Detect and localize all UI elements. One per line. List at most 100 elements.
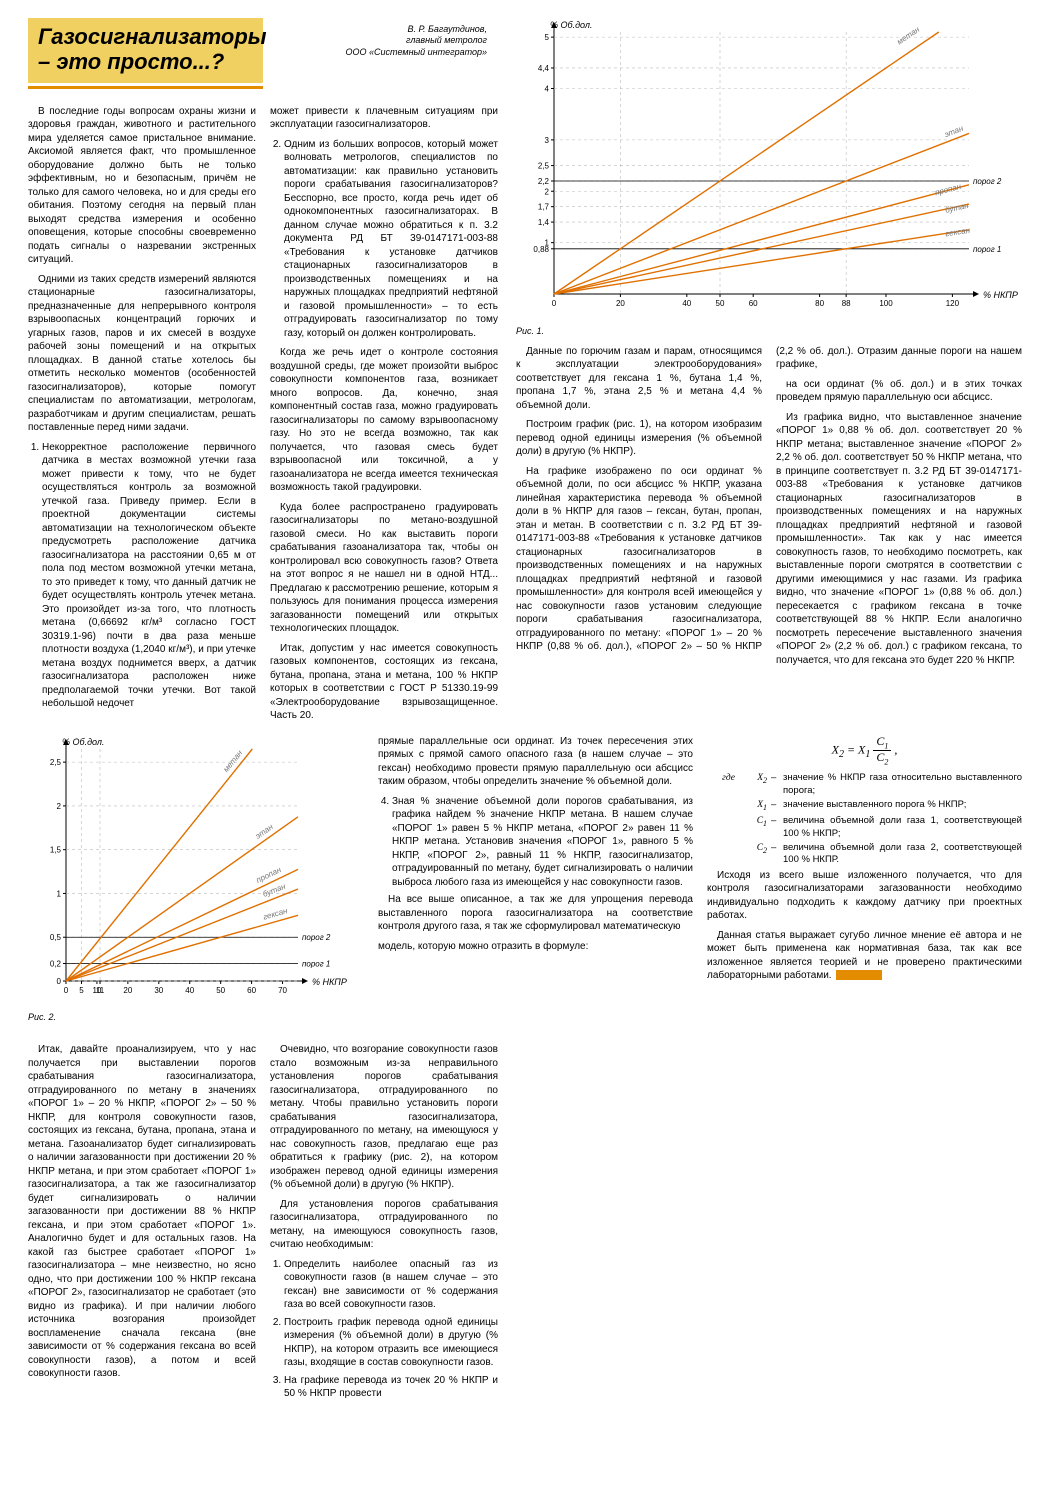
svg-text:2,5: 2,5 — [50, 758, 62, 767]
svg-text:40: 40 — [682, 299, 691, 308]
svg-text:3: 3 — [545, 136, 550, 145]
mid-text: прямые параллельные оси ординат. Из точе… — [378, 735, 1022, 983]
svg-text:1: 1 — [57, 889, 62, 898]
bottom-text: Итак, давайте проанализируем, что у нас … — [28, 1043, 498, 1401]
svg-text:20: 20 — [123, 986, 132, 995]
issue-list-2: Одним из больших вопросов, который может… — [284, 138, 498, 341]
def-x1: значение выставленного порога % НКПР; — [783, 799, 1022, 813]
svg-text:% НКПР: % НКПР — [312, 977, 347, 987]
svg-text:% Об.дол.: % Об.дол. — [550, 20, 592, 30]
fig1-caption: Рис. 1. — [516, 325, 1022, 337]
bottom-steps: Определить наиболее опасный газ из совок… — [284, 1258, 498, 1401]
mid-li4: Зная % значение объемной доли порогов ср… — [392, 795, 693, 890]
svg-text:5: 5 — [545, 33, 550, 42]
bot-p3: Для установления порогов срабатывания га… — [270, 1198, 498, 1252]
mid-p3: модель, которую можно отразить в формуле… — [378, 940, 693, 954]
svg-text:порог 1: порог 1 — [973, 245, 1001, 254]
svg-text:пропан: пропан — [255, 864, 283, 884]
svg-text:2,2: 2,2 — [538, 177, 550, 186]
svg-text:1,7: 1,7 — [538, 203, 550, 212]
def-c2: величина объемной доли газа 2, соответст… — [783, 842, 1022, 867]
svg-text:60: 60 — [749, 299, 758, 308]
where-label: где — [707, 772, 739, 797]
svg-text:2,5: 2,5 — [538, 162, 550, 171]
mid-p2: На все выше описанное, а так же для упро… — [378, 893, 693, 934]
svg-text:метан: метан — [895, 24, 921, 46]
title-underline — [28, 86, 263, 89]
svg-text:бутан: бутан — [261, 881, 287, 898]
issue-2b: Когда же речь идет о контроле состояния … — [270, 346, 498, 495]
author-name: В. Р. Багаутдинов, — [277, 24, 487, 35]
svg-text:метан: метан — [221, 748, 244, 774]
svg-text:бутан: бутан — [944, 201, 970, 215]
svg-text:гексан: гексан — [945, 226, 972, 239]
svg-text:20: 20 — [616, 299, 625, 308]
svg-text:порог 1: порог 1 — [302, 959, 330, 968]
svg-text:4,4: 4,4 — [538, 64, 550, 73]
step-4: Зная % значение объемной доли порогов ср… — [392, 795, 693, 890]
svg-text:11: 11 — [96, 986, 105, 995]
svg-text:80: 80 — [815, 299, 824, 308]
col3-p5: Из графика видно, что выставленное значе… — [776, 411, 1022, 668]
chart-2: % Об.дол.05101120304050607000,20,511,522… — [28, 735, 358, 1024]
intro-para-1: В последние годы вопросам охраны жизни и… — [28, 105, 256, 267]
svg-text:0,2: 0,2 — [50, 959, 62, 968]
svg-text:порог 2: порог 2 — [973, 177, 1002, 186]
svg-text:% Об.дол.: % Об.дол. — [62, 737, 104, 747]
right-text-columns: Данные по горючим газам и парам, относящ… — [516, 345, 1022, 668]
svg-text:70: 70 — [278, 986, 287, 995]
svg-text:50: 50 — [716, 299, 725, 308]
svg-text:0: 0 — [57, 977, 62, 986]
fig2-caption: Рис. 2. — [28, 1011, 358, 1023]
svg-text:88: 88 — [842, 299, 851, 308]
col3-p2: Построим график (рис. 1), на котором изо… — [516, 418, 762, 459]
bot-li1: Определить наиболее опасный газ из совок… — [284, 1258, 498, 1312]
article-title-block: Газосигнализаторы – это просто...? — [28, 18, 263, 89]
svg-text:4: 4 — [545, 85, 550, 94]
svg-text:порог 2: порог 2 — [302, 933, 331, 942]
end-bar-icon — [836, 970, 882, 980]
intro-columns: В последние годы вопросам охраны жизни и… — [28, 105, 498, 723]
author-block: В. Р. Багаутдинов, главный метролог ООО … — [277, 18, 487, 89]
mid-p4: Исходя из всего выше изложенного получае… — [707, 869, 1022, 923]
svg-text:1,5: 1,5 — [50, 845, 62, 854]
formula: X2 = X1 C1 C2 , — [707, 735, 1022, 767]
bot-li3: На графике перевода из точек 20 % НКПР и… — [284, 1374, 498, 1401]
svg-text:1: 1 — [545, 239, 550, 248]
mid-p5: Данная статья выражает сугубо личное мне… — [707, 929, 1022, 983]
issue-2: Одним из больших вопросов, который может… — [284, 138, 498, 341]
svg-text:50: 50 — [216, 986, 225, 995]
svg-text:пропан: пропан — [934, 182, 963, 198]
svg-text:30: 30 — [154, 986, 163, 995]
bot-p1: Итак, давайте проанализируем, что у нас … — [28, 1043, 256, 1381]
svg-text:0,5: 0,5 — [50, 933, 62, 942]
svg-text:% НКПР: % НКПР — [983, 290, 1018, 300]
formula-defs: гдеX2–значение % НКПР газа относительно … — [707, 772, 1022, 866]
svg-text:5: 5 — [79, 986, 84, 995]
svg-text:60: 60 — [247, 986, 256, 995]
svg-text:120: 120 — [946, 299, 960, 308]
svg-text:0: 0 — [552, 299, 557, 308]
col3-p1: Данные по горючим газам и парам, относящ… — [516, 345, 762, 413]
issue-1: Некорректное расположение первичного дат… — [42, 441, 256, 711]
def-c1: величина объемной доли газа 1, соответст… — [783, 815, 1022, 840]
issue-list: Некорректное расположение первичного дат… — [42, 441, 256, 711]
issue-1-tail: может привести к плачевным ситуациям при… — [270, 105, 498, 132]
author-title: главный метролог — [277, 35, 487, 46]
svg-text:1,4: 1,4 — [538, 218, 550, 227]
svg-text:0: 0 — [64, 986, 69, 995]
def-x2: значение % НКПР газа относительно выстав… — [783, 772, 1022, 797]
issue-2d: Итак, допустим у нас имеется совокупност… — [270, 642, 498, 723]
mid-p1: прямые параллельные оси ординат. Из точе… — [378, 735, 693, 789]
svg-text:40: 40 — [185, 986, 194, 995]
intro-para-2: Одними из таких средств измерений являют… — [28, 273, 256, 435]
author-org: ООО «Системный интегратор» — [277, 47, 487, 58]
chart-1: % Об.дол.02040506080881001200,8811,41,72… — [516, 18, 1022, 337]
bot-p2: Очевидно, что возгорание совокупности га… — [270, 1043, 498, 1192]
svg-text:100: 100 — [879, 299, 893, 308]
bot-li2: Построить график перевода одной единицы … — [284, 1316, 498, 1370]
svg-text:2: 2 — [57, 801, 62, 810]
svg-text:2: 2 — [545, 187, 550, 196]
svg-text:этан: этан — [254, 822, 275, 841]
issue-2c: Куда более распространено градуировать г… — [270, 501, 498, 636]
